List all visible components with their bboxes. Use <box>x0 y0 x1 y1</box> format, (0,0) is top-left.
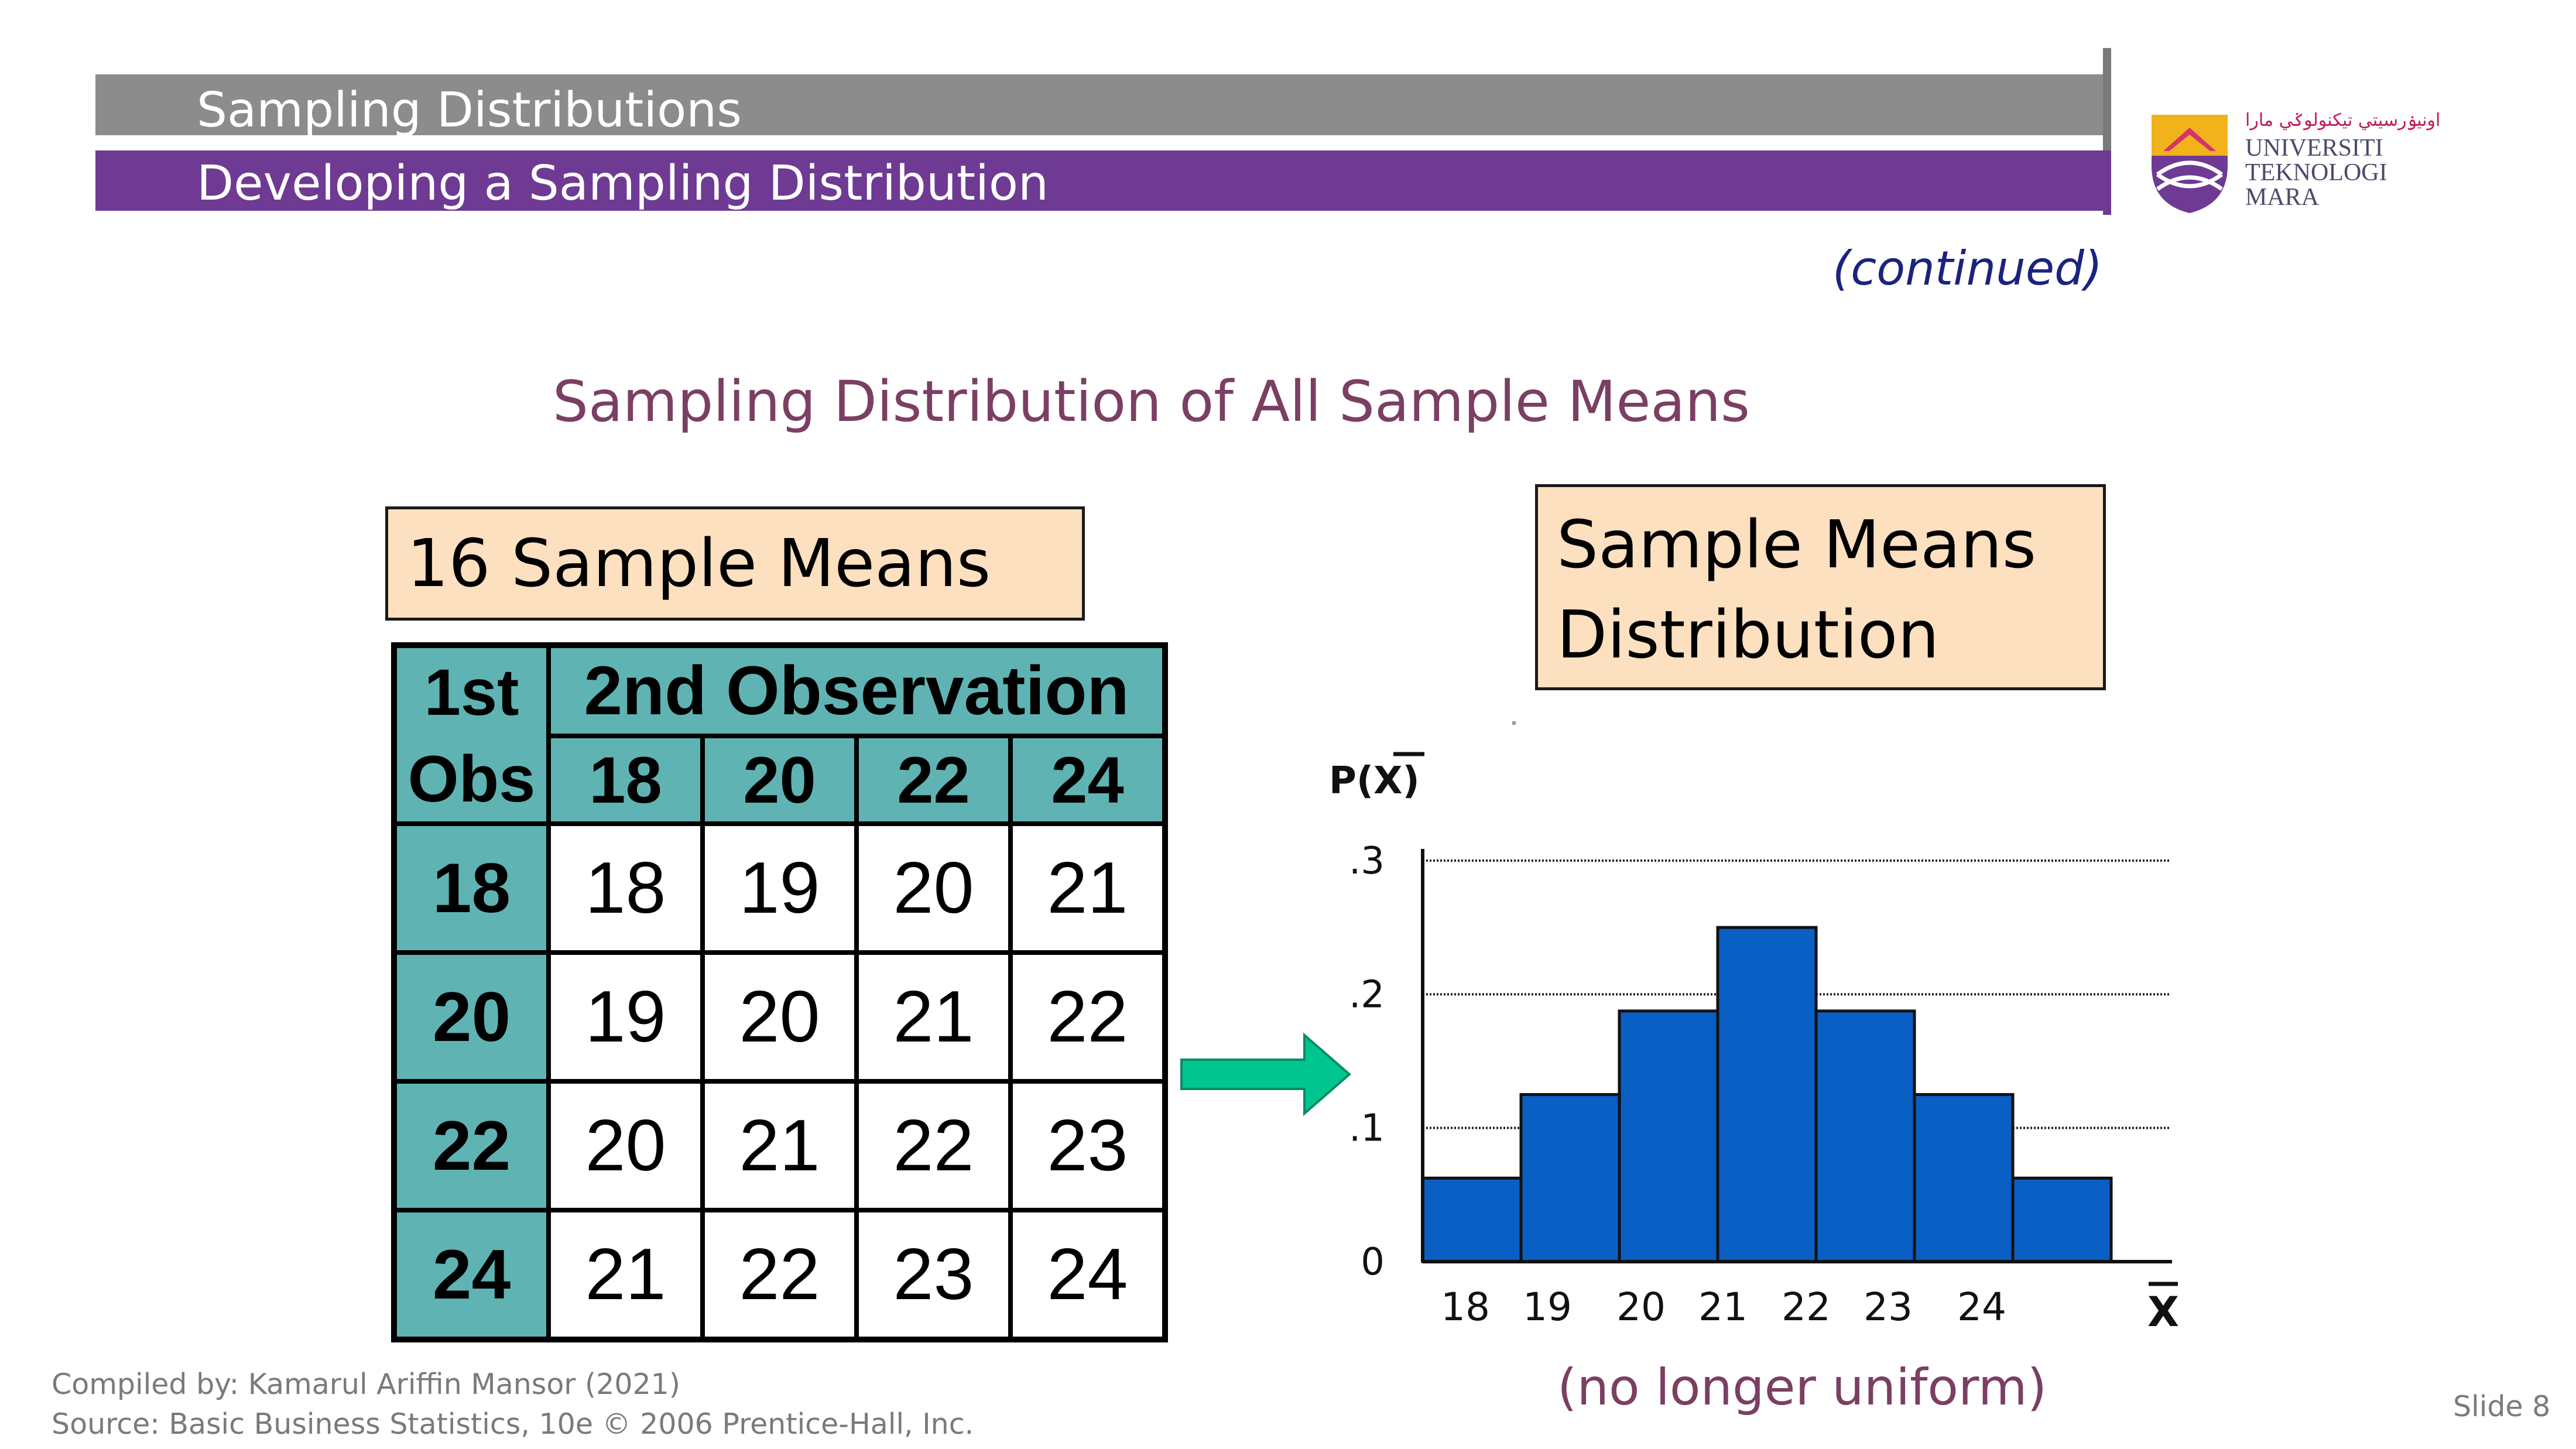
x-tick-label: 20 <box>1616 1284 1666 1330</box>
slide-number: Slide 8 <box>2453 1390 2551 1423</box>
footer-compiled-by: Compiled by: Kamarul Ariffin Mansor (202… <box>52 1368 680 1401</box>
logo-line2: TEKNOLOGI <box>2245 159 2387 186</box>
footer-source: Source: Basic Business Statistics, 10e ©… <box>52 1407 974 1441</box>
slide-title: Developing a Sampling Distribution <box>197 156 1049 211</box>
university-logo: اونيۏرسيتي تيکنولوݢي مارا UNIVERSITI TEK… <box>2146 110 2440 221</box>
logo-line3: MARA <box>2245 184 2320 211</box>
col-header: 20 <box>700 734 859 826</box>
col-header: 22 <box>854 734 1013 826</box>
corner-header-bottom: Obs <box>392 736 551 826</box>
y-tick-label: .3 <box>1349 840 1385 883</box>
histogram-bar <box>1716 926 1818 1263</box>
table-row: 18 18 19 20 21 <box>392 821 1167 955</box>
group-header: 2nd Observation <box>546 643 1167 738</box>
distribution-label-box: Sample Means Distribution <box>1535 484 2106 690</box>
histogram-bar <box>1913 1093 2015 1263</box>
chart-bars <box>1421 926 2113 1263</box>
table-cell: 21 <box>700 1079 859 1212</box>
x-axis-label: X <box>2147 1288 2179 1336</box>
chart-axes <box>1421 849 2172 1263</box>
x-tick-label: 24 <box>1957 1284 2006 1330</box>
table-cell: 23 <box>1008 1079 1167 1212</box>
chart-labels: 0 .1 .2 .3 18 19 20 21 22 23 24 P(X) X <box>1329 752 2179 1336</box>
table-cell: 20 <box>700 950 859 1084</box>
table-cell: 24 <box>1008 1208 1167 1342</box>
x-tick-label: 21 <box>1698 1284 1748 1330</box>
row-header: 24 <box>392 1208 551 1342</box>
col-header: 18 <box>546 734 705 826</box>
distribution-annotation: (no longer uniform) <box>1557 1358 2047 1417</box>
table-cell: 19 <box>546 950 705 1084</box>
x-tick-label: 18 <box>1441 1284 1490 1330</box>
table-cell: 20 <box>546 1079 705 1212</box>
x-tick-label: 19 <box>1523 1284 1572 1330</box>
logo-line1: UNIVERSITI <box>2245 135 2383 162</box>
table-cell: 22 <box>700 1208 859 1342</box>
row-header: 20 <box>392 950 551 1084</box>
logo-text: UNIVERSITI TEKNOLOGI MARA <box>2245 136 2387 210</box>
table-cell: 21 <box>1008 821 1167 955</box>
distribution-label-line1: Sample Means <box>1557 507 2037 583</box>
histogram-bar <box>1519 1093 1621 1263</box>
histogram-bar <box>1421 1176 1523 1263</box>
y-tick-label: .1 <box>1349 1107 1385 1150</box>
section-header-bar <box>95 74 2104 135</box>
table-cell: 21 <box>854 950 1013 1084</box>
x-tick-label: 22 <box>1782 1284 1831 1330</box>
header-divider-accent <box>2103 150 2111 215</box>
row-header: 18 <box>392 821 551 955</box>
right-arrow-icon <box>1180 1032 1352 1116</box>
y-tick-label: 0 <box>1361 1241 1385 1284</box>
table-cell: 22 <box>1008 950 1167 1084</box>
distribution-label-line2: Distribution <box>1557 597 1940 673</box>
table-cell: 21 <box>546 1208 705 1342</box>
y-tick-label: .2 <box>1349 973 1385 1016</box>
histogram-bar <box>1618 1009 1719 1263</box>
y-axis-label: P(X) <box>1329 759 1420 803</box>
sampling-distribution-chart: 0 .1 .2 .3 18 19 20 21 22 23 24 P(X) X <box>1329 752 2179 1336</box>
slide-title-bar <box>95 150 2104 211</box>
histogram-bar <box>2011 1176 2113 1263</box>
sample-means-table: 1st 2nd Observation Obs 18 20 22 24 18 1… <box>391 642 1168 1342</box>
uitm-crest-icon <box>2152 115 2228 213</box>
histogram-bar <box>1814 1009 1916 1263</box>
table-row: 24 21 22 23 24 <box>392 1208 1167 1342</box>
table-cell: 20 <box>854 821 1013 955</box>
sample-means-label-box: 16 Sample Means <box>385 506 1085 621</box>
sample-means-table-wrap: 1st 2nd Observation Obs 18 20 22 24 18 1… <box>391 642 1168 1342</box>
x-tick-label: 23 <box>1864 1284 1913 1330</box>
row-header: 22 <box>392 1079 551 1212</box>
table-row: 22 20 21 22 23 <box>392 1079 1167 1212</box>
table-cell: 23 <box>854 1208 1013 1342</box>
table-cell: 19 <box>700 821 859 955</box>
main-title: Sampling Distribution of All Sample Mean… <box>553 369 1751 434</box>
col-header: 24 <box>1008 734 1167 826</box>
logo-arabic-text: اونيۏرسيتي تيکنولوݢي مارا <box>2245 110 2441 131</box>
stray-dot <box>1512 721 1516 725</box>
table-row: 20 19 20 21 22 <box>392 950 1167 1084</box>
table-cell: 18 <box>546 821 705 955</box>
table-cell: 22 <box>854 1079 1013 1212</box>
corner-header-top: 1st <box>392 643 551 736</box>
continued-label: (continued) <box>1832 241 2103 296</box>
section-title: Sampling Distributions <box>197 83 742 138</box>
